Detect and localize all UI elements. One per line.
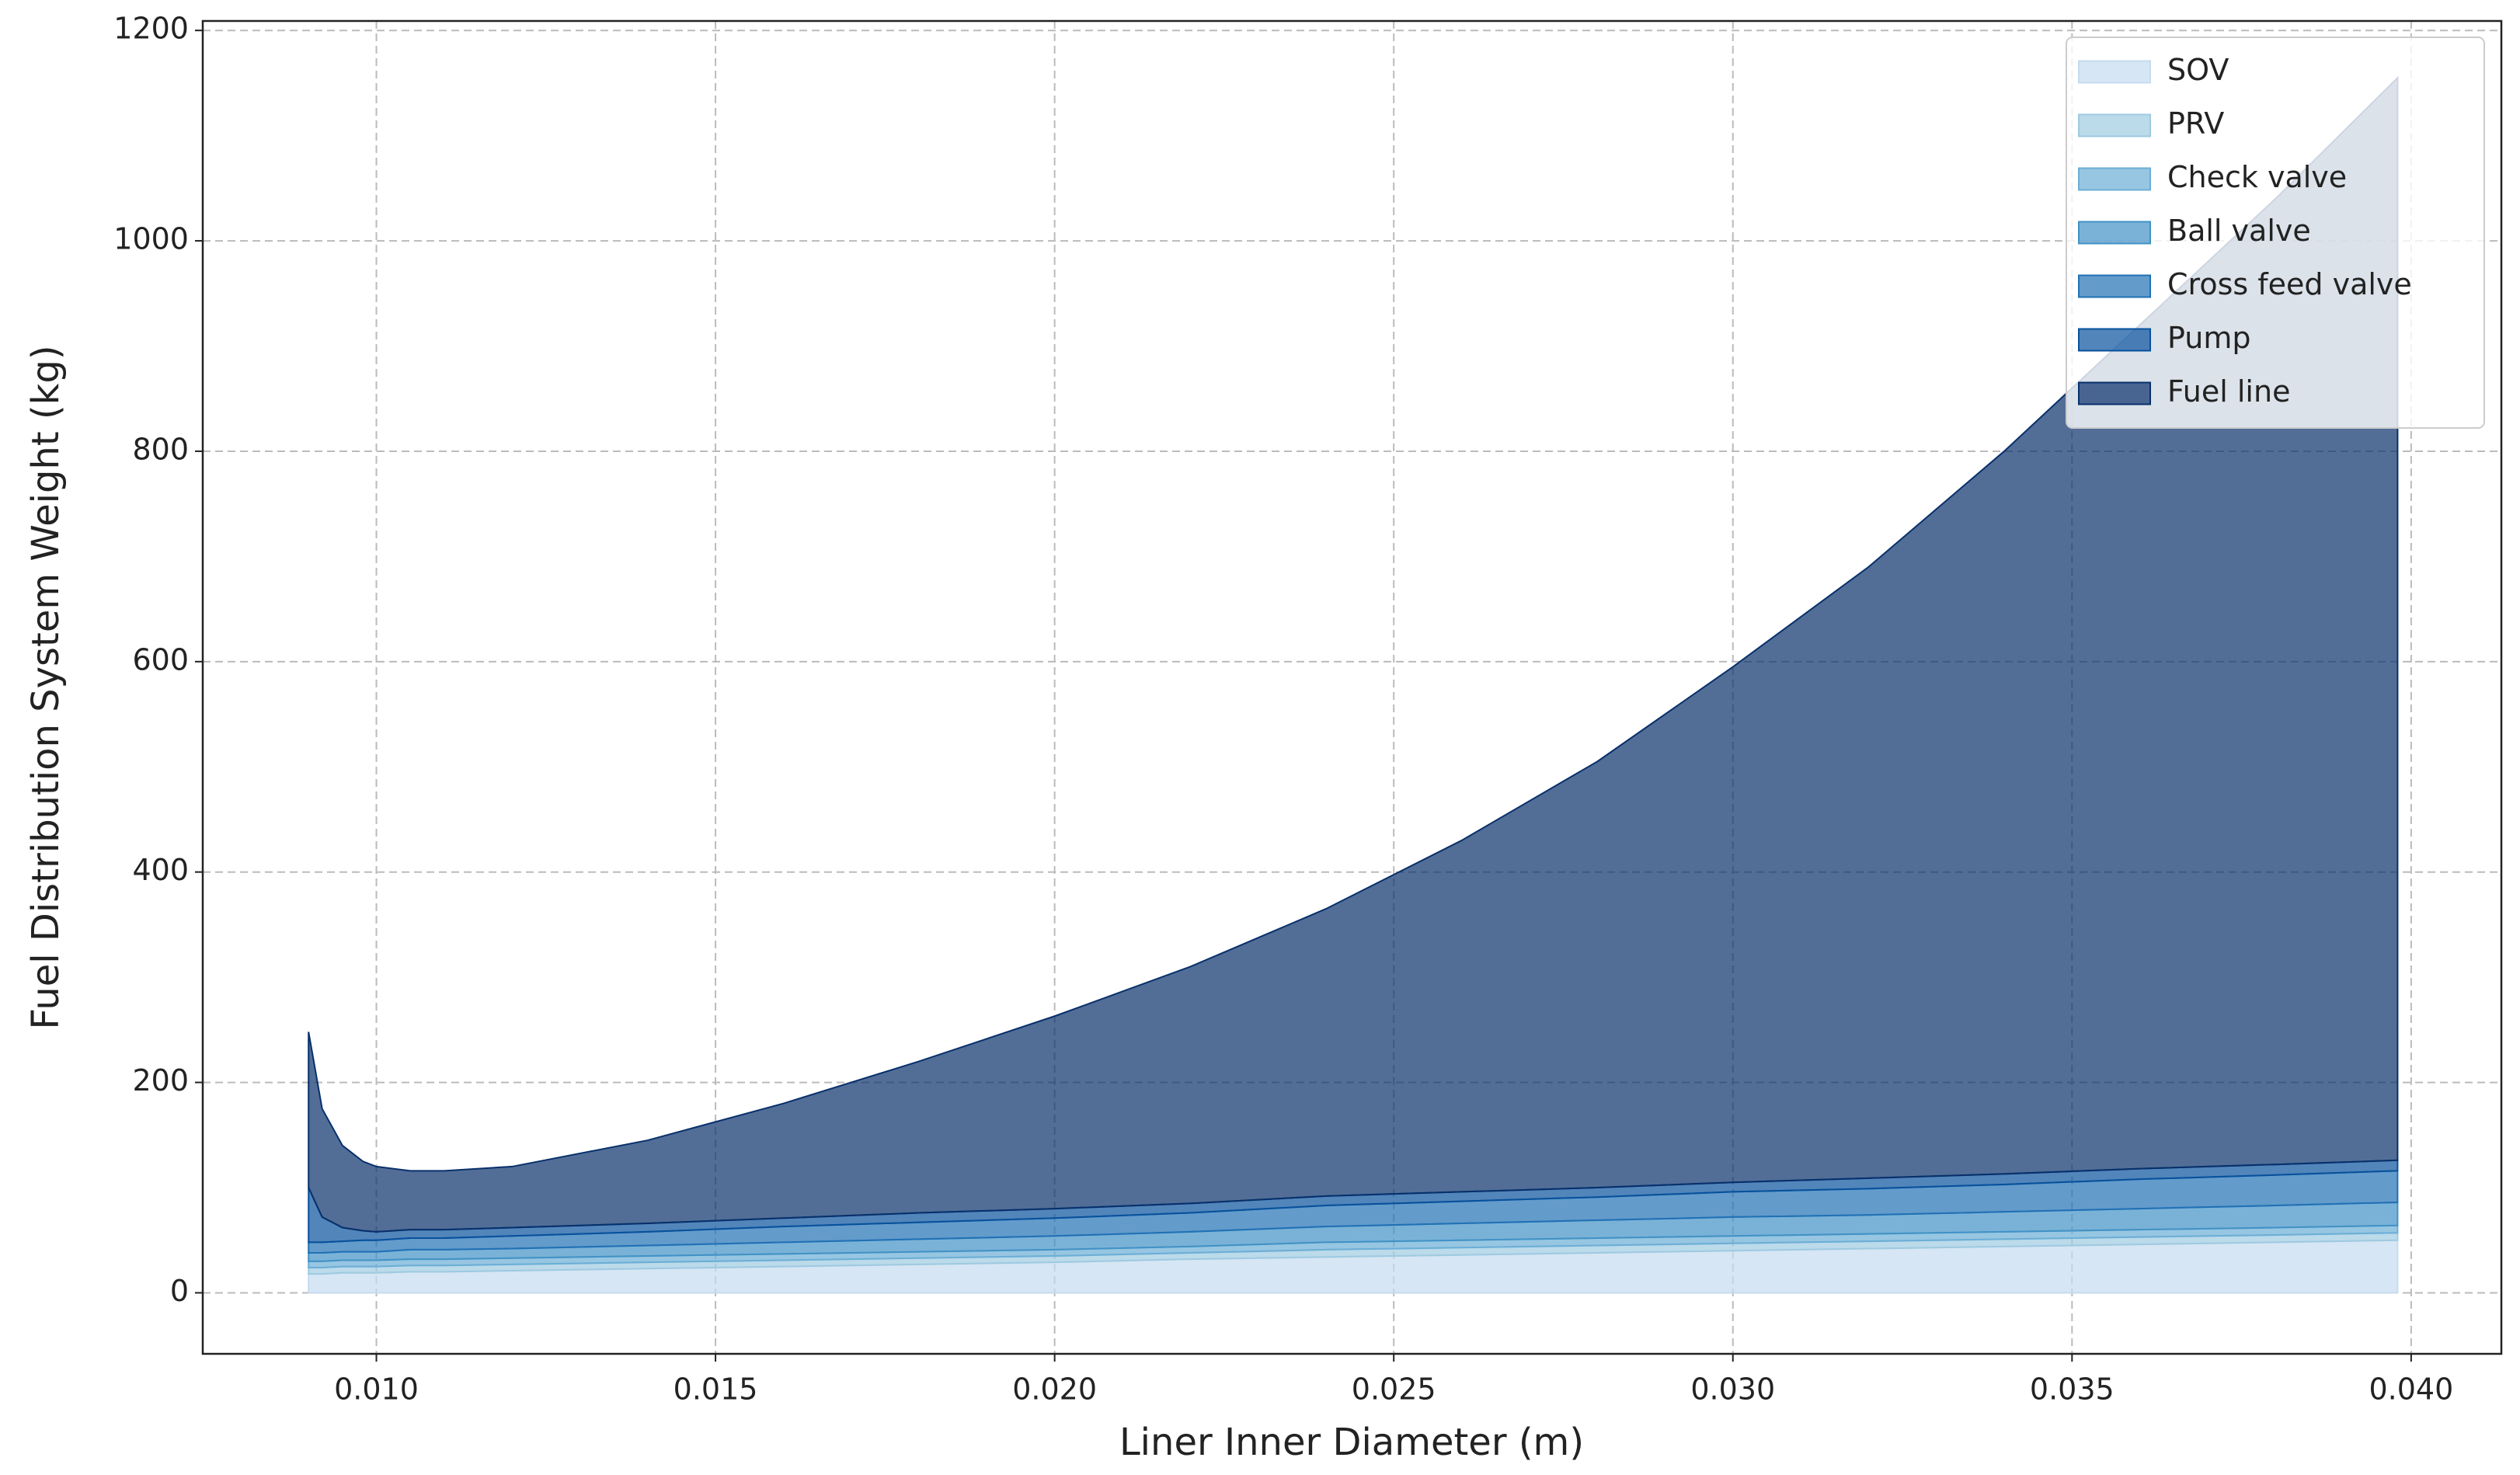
legend-label: Ball valve xyxy=(2167,214,2311,248)
x-tick-label: 0.025 xyxy=(1352,1372,1436,1407)
y-tick-label: 1200 xyxy=(113,12,189,46)
x-tick-label: 0.020 xyxy=(1012,1372,1097,1407)
legend-swatch xyxy=(2078,274,2151,298)
legend-box xyxy=(2066,37,2485,429)
y-tick-label: 400 xyxy=(132,853,189,887)
legend: SOV PRV Check valve Ball valve Cross feed va… xyxy=(2066,37,2485,429)
y-tick-label: 600 xyxy=(132,642,189,677)
legend-swatch xyxy=(2078,113,2151,137)
legend-label: Cross feed valve xyxy=(2167,267,2412,301)
legend-label: SOV xyxy=(2167,53,2229,87)
legend-swatch xyxy=(2078,221,2151,245)
legend-swatch xyxy=(2078,381,2151,405)
x-tick-label: 0.035 xyxy=(2030,1372,2115,1407)
x-tick-label: 0.040 xyxy=(2369,1372,2453,1407)
legend-label: Fuel line xyxy=(2167,374,2290,409)
y-tick-label: 1000 xyxy=(113,222,189,256)
x-tick-label: 0.015 xyxy=(674,1372,758,1407)
legend-label: Check valve xyxy=(2167,160,2347,194)
legend-label: Pump xyxy=(2167,321,2250,355)
y-axis-label: Fuel Distribution System Weight (kg) xyxy=(24,345,68,1029)
legend-swatch xyxy=(2078,328,2151,352)
y-tick-label: 800 xyxy=(132,432,189,466)
area xyxy=(308,75,2399,1233)
plot-frame xyxy=(201,19,2503,1355)
legend-swatch xyxy=(2078,167,2151,191)
legend-swatch xyxy=(2078,60,2151,84)
x-axis-label: Liner Inner Diameter (m) xyxy=(1119,1421,1584,1464)
y-tick-label: 200 xyxy=(132,1063,189,1098)
x-tick-label: 0.030 xyxy=(1690,1372,1775,1407)
y-tick-label: 0 xyxy=(170,1274,189,1308)
legend-label: PRV xyxy=(2167,106,2224,141)
x-tick-label: 0.010 xyxy=(334,1372,419,1407)
